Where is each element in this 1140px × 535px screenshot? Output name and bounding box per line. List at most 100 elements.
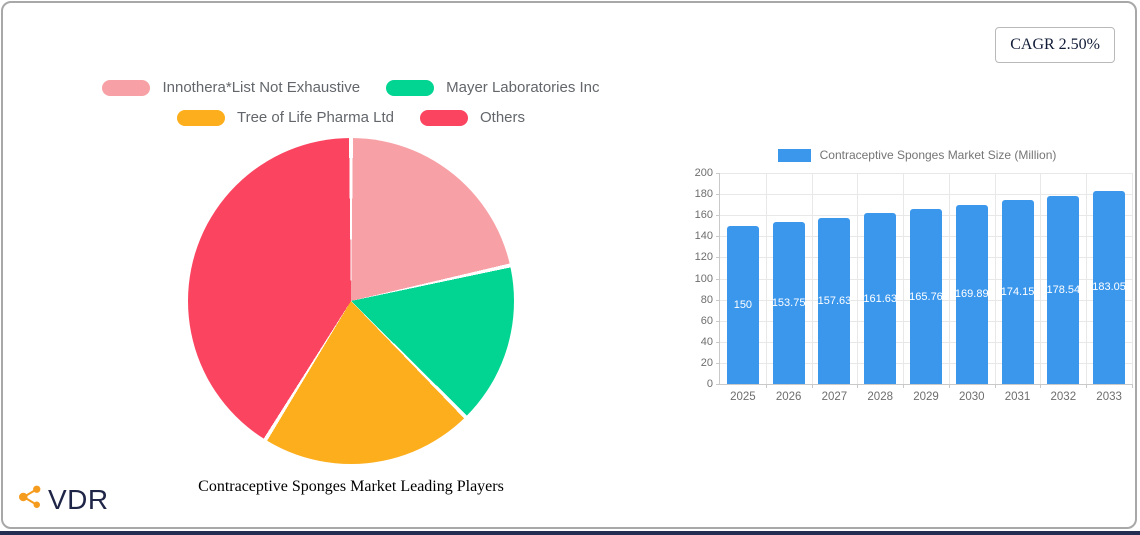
bar-2030: 169.89 — [954, 204, 989, 384]
pie-legend: Innothera*List Not Exhaustive Mayer Labor… — [61, 79, 641, 126]
x-tick — [811, 384, 813, 388]
x-tick — [857, 384, 859, 388]
x-tick — [994, 384, 996, 388]
y-axis-label: 200 — [694, 167, 713, 179]
bar-group-2027: 157.63 2027 — [812, 173, 858, 403]
gridline-y-200 — [720, 173, 1132, 174]
y-axis-label: 60 — [700, 314, 713, 327]
bar-2028: 161.63 — [863, 213, 898, 384]
bar-2033: 183.05 — [1092, 190, 1126, 384]
x-tick — [948, 384, 950, 388]
bar-group-2028: 161.63 2028 — [857, 173, 903, 403]
bar-value-label: 157.63 — [817, 294, 852, 307]
gridline-x-2 — [811, 173, 813, 384]
x-axis-label: 2025 — [730, 391, 756, 403]
y-tick — [716, 320, 720, 322]
legend-label: Mayer Laboratories Inc — [446, 79, 600, 96]
gridline-x-3 — [857, 173, 859, 384]
bar-value-label: 183.05 — [1092, 281, 1126, 294]
bar-2031: 174.15 — [1000, 200, 1035, 384]
bar-value-label: 178.54 — [1046, 283, 1081, 296]
bar-group-2026: 153.75 2026 — [766, 173, 812, 403]
x-axis-label: 2029 — [913, 391, 939, 403]
x-axis-label: 2027 — [821, 391, 848, 403]
y-tick — [716, 341, 720, 343]
y-tick — [716, 215, 720, 217]
bar-2029: 165.76 — [909, 209, 943, 384]
y-axis-label: 160 — [694, 209, 713, 222]
bar-value-label: 150 — [733, 298, 753, 311]
legend-swatch — [176, 109, 225, 126]
legend-label: Others — [480, 109, 526, 126]
y-tick — [716, 194, 720, 196]
x-tick — [903, 384, 905, 388]
bar-chart-block: Contraceptive Sponges Market Size (Milli… — [691, 147, 1140, 403]
y-tick — [716, 299, 720, 301]
x-axis-label: 2031 — [1004, 391, 1031, 403]
y-axis-label: 140 — [694, 230, 713, 243]
legend-swatch — [777, 148, 811, 162]
gridline-x-8 — [1086, 173, 1088, 384]
y-axis-label: 40 — [700, 335, 713, 348]
gridline-y-180 — [720, 194, 1132, 196]
pie-legend-item-4[interactable]: Others — [420, 109, 525, 126]
pie-chart-title: Contraceptive Sponges Market Leading Pla… — [198, 478, 504, 495]
y-axis-label: 80 — [700, 293, 713, 306]
brand-logo[interactable]: VDR — [15, 482, 109, 517]
bar-chart-legend[interactable]: Contraceptive Sponges Market Size (Milli… — [691, 147, 1140, 163]
bar-group-2029: 165.76 2029 — [903, 173, 949, 403]
x-axis-label: 2026 — [775, 391, 802, 403]
y-axis-label: 100 — [694, 272, 713, 285]
gridline-x-9 — [1132, 173, 1133, 384]
pie-legend-item-3[interactable]: Tree of Life Pharma Ltd — [176, 109, 394, 126]
bar-value-label: 165.76 — [909, 290, 943, 303]
x-tick — [1132, 384, 1133, 388]
gridline-x-1 — [765, 173, 767, 384]
bar-chart-plot-area: 0 20 40 60 80 100 120 140 160 180 200 150 2025 153.75… — [695, 167, 1133, 403]
x-axis-label: 2028 — [867, 391, 893, 403]
bar-group-2033: 183.05 2033 — [1086, 173, 1132, 403]
gridline-x-4 — [903, 173, 905, 384]
x-axis-label: 2030 — [958, 391, 985, 403]
pie-chart — [188, 138, 514, 464]
pie-legend-item-2[interactable]: Mayer Laboratories Inc — [386, 79, 600, 96]
y-tick — [716, 278, 720, 280]
pie-legend-item-1[interactable]: Innothera*List Not Exhaustive — [102, 79, 360, 96]
x-tick — [1086, 384, 1088, 388]
legend-label: Contraceptive Sponges Market Size (Milli… — [819, 148, 1057, 162]
x-axis-label: 2033 — [1096, 391, 1122, 403]
y-tick — [716, 173, 720, 174]
bar-value-label: 174.15 — [1000, 286, 1035, 299]
gridline-x-6 — [994, 173, 996, 384]
y-axis-label: 180 — [694, 188, 713, 201]
bar-value-label: 169.89 — [954, 288, 989, 301]
x-tick — [765, 384, 767, 388]
bar-value-label: 153.75 — [771, 296, 806, 309]
gridline-x-7 — [1040, 173, 1042, 384]
x-axis-label: 2032 — [1050, 391, 1077, 403]
pie-chart-block: Innothera*List Not Exhaustive Mayer Labor… — [21, 79, 681, 496]
brand-name: VDR — [48, 483, 109, 515]
y-tick — [716, 257, 720, 259]
bar-2032: 178.54 — [1046, 195, 1081, 384]
cagr-badge: CAGR 2.50% — [995, 27, 1115, 63]
y-axis-label: 20 — [700, 356, 713, 369]
y-tick — [716, 362, 720, 364]
y-tick — [716, 236, 720, 238]
bar-group-2030: 169.89 2030 — [949, 173, 995, 403]
share-network-icon — [15, 482, 45, 517]
bar-group-2032: 178.54 2032 — [1040, 173, 1086, 403]
gridline-x-5 — [948, 173, 950, 384]
bar-group-2031: 174.15 2031 — [995, 173, 1041, 403]
legend-swatch — [102, 79, 151, 96]
y-axis-label: 120 — [694, 251, 713, 264]
bar-value-label: 161.63 — [863, 292, 898, 305]
y-tick — [716, 384, 720, 385]
legend-swatch — [420, 109, 468, 126]
bottom-edge-strip — [0, 531, 1140, 535]
legend-swatch — [386, 79, 435, 96]
bar-2027: 157.63 — [817, 217, 852, 384]
bar-2026: 153.75 — [771, 221, 806, 384]
bar-2025: 150 — [726, 225, 759, 384]
